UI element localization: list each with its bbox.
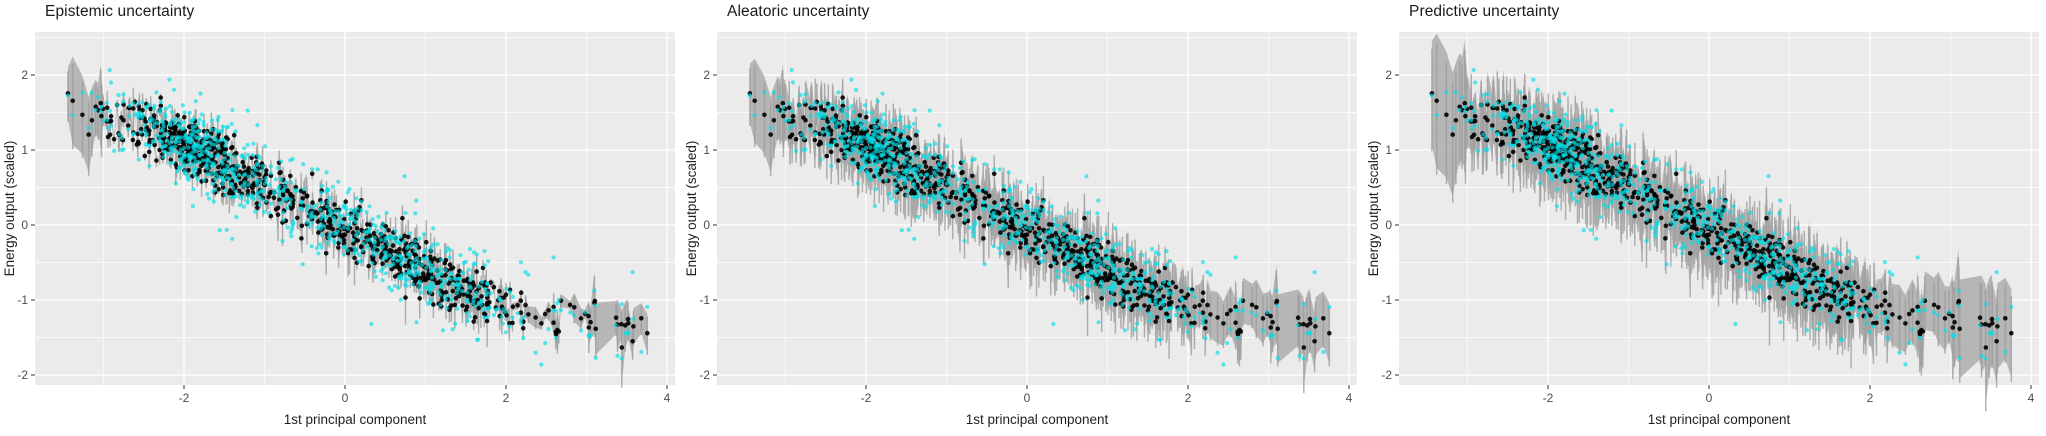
plot-title-aleatoric: Aleatoric uncertainty [727, 3, 870, 20]
scatter-canvas-epistemic: -2 0 2 4 2 1 0 -1 -2 1st principal component Energ… [2, 32, 675, 427]
svg-text:1st principal component: 1st principal component [966, 412, 1109, 427]
plot-title-epistemic: Epistemic uncertainty [45, 3, 195, 20]
svg-text:-2: -2 [861, 391, 872, 405]
svg-text:2: 2 [703, 68, 710, 82]
svg-text:0: 0 [703, 218, 710, 232]
svg-text:-2: -2 [179, 391, 190, 405]
plot-title-predictive: Predictive uncertainty [1409, 3, 1560, 20]
svg-text:2: 2 [1185, 391, 1192, 405]
svg-text:-2: -2 [17, 368, 28, 382]
svg-text:4: 4 [1346, 391, 1353, 405]
svg-text:-2: -2 [699, 368, 710, 382]
svg-text:0: 0 [1024, 391, 1031, 405]
svg-text:1: 1 [703, 143, 710, 157]
svg-text:-1: -1 [17, 293, 28, 307]
svg-text:Energy output (scaled): Energy output (scaled) [684, 141, 699, 277]
svg-text:-1: -1 [699, 293, 710, 307]
plot-epistemic: Epistemic uncertainty -2 0 2 4 2 1 0 -1 -2 1st pr… [0, 0, 682, 436]
plot-predictive: Predictive uncertainty -2 0 2 4 2 1 0 -1 -2 1st p… [1364, 0, 2046, 436]
plot-aleatoric: Aleatoric uncertainty -2 0 2 4 2 1 0 -1 -2 1st pr… [682, 0, 1364, 436]
svg-text:2: 2 [21, 68, 28, 82]
svg-text:Energy output (scaled): Energy output (scaled) [2, 141, 17, 277]
svg-text:4: 4 [664, 391, 671, 405]
svg-text:0: 0 [342, 391, 349, 405]
svg-text:1st principal component: 1st principal component [284, 412, 427, 427]
svg-text:2: 2 [503, 391, 510, 405]
svg-text:0: 0 [21, 218, 28, 232]
svg-text:1: 1 [21, 143, 28, 157]
scatter-canvas-aleatoric: -2 0 2 4 2 1 0 -1 -2 1st principal component Energ… [684, 32, 1357, 427]
